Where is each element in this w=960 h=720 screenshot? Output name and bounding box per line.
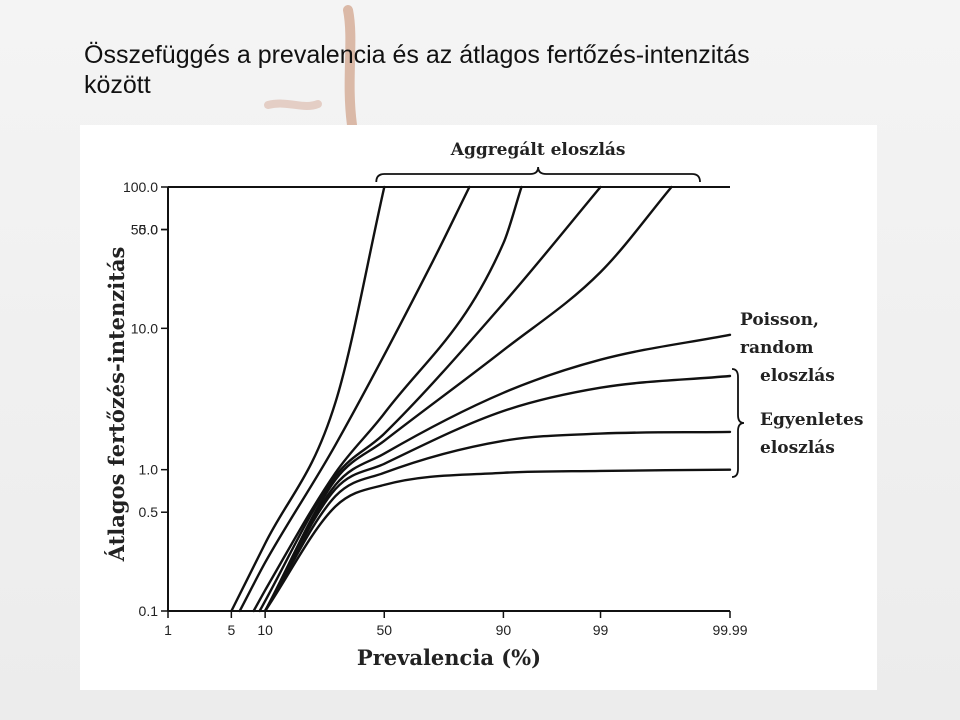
slide-title-line-2: között xyxy=(84,71,151,99)
y-tick-label: 5 0 xyxy=(139,222,159,238)
curve-9 xyxy=(263,468,732,613)
aggregated-brace xyxy=(375,166,701,183)
x-tick-label: 90 xyxy=(496,622,512,638)
y-tick-label: 1.0 xyxy=(139,462,159,478)
prevalence-intensity-chart: 0.1 0.5 1.0 5 0 10.0 50.0 100.0 1 5 10 50 90 99 99.9… xyxy=(104,140,863,670)
x-tick-label: 99.99 xyxy=(712,622,747,638)
decorative-image xyxy=(264,5,357,125)
y-tick-label: 0.1 xyxy=(139,603,159,619)
x-tick-label: 50 xyxy=(376,622,392,638)
y-tick-label: 100.0 xyxy=(123,179,158,195)
x-axis-title: Prevalencia (%) xyxy=(357,645,541,670)
curve-5 xyxy=(263,185,673,613)
y-axis-title: Átlagos fertőzés-intenzitás xyxy=(104,247,129,563)
uniform-label-line: Egyenletes xyxy=(760,410,863,430)
curve-8 xyxy=(263,430,732,613)
curve-2 xyxy=(238,185,471,613)
poisson-label-line: random xyxy=(740,338,814,358)
uniform-label-line: eloszlás xyxy=(760,438,835,458)
poisson-label-line: Poisson, xyxy=(740,310,819,330)
y-tick-label: 10.0 xyxy=(131,320,158,336)
x-tick-label: 5 xyxy=(227,622,235,638)
aggregated-label: Aggregált eloszlás xyxy=(450,140,626,160)
chart-figure: 0.1 0.5 1.0 5 0 10.0 50.0 100.0 1 5 10 50 90 99 99.9… xyxy=(80,125,877,690)
uniform-brace xyxy=(731,368,745,478)
slide-title-line-1: Összefüggés a prevalencia és az átlagos … xyxy=(84,41,750,69)
curve-3 xyxy=(252,185,523,613)
curve-1 xyxy=(230,185,386,613)
curve-4 xyxy=(258,185,602,613)
curve-7 xyxy=(263,374,732,613)
y-tick-label: 0.5 xyxy=(139,504,159,520)
x-tick-label: 10 xyxy=(257,622,273,638)
poisson-label-line: eloszlás xyxy=(760,366,835,386)
slide-title: Összefüggés a prevalencia és az átlagos … xyxy=(84,40,884,100)
x-tick-label: 1 xyxy=(164,622,172,638)
y-tick-label: 50.0 xyxy=(131,222,158,238)
curve-6 xyxy=(263,333,732,613)
x-tick-label: 99 xyxy=(593,622,609,638)
